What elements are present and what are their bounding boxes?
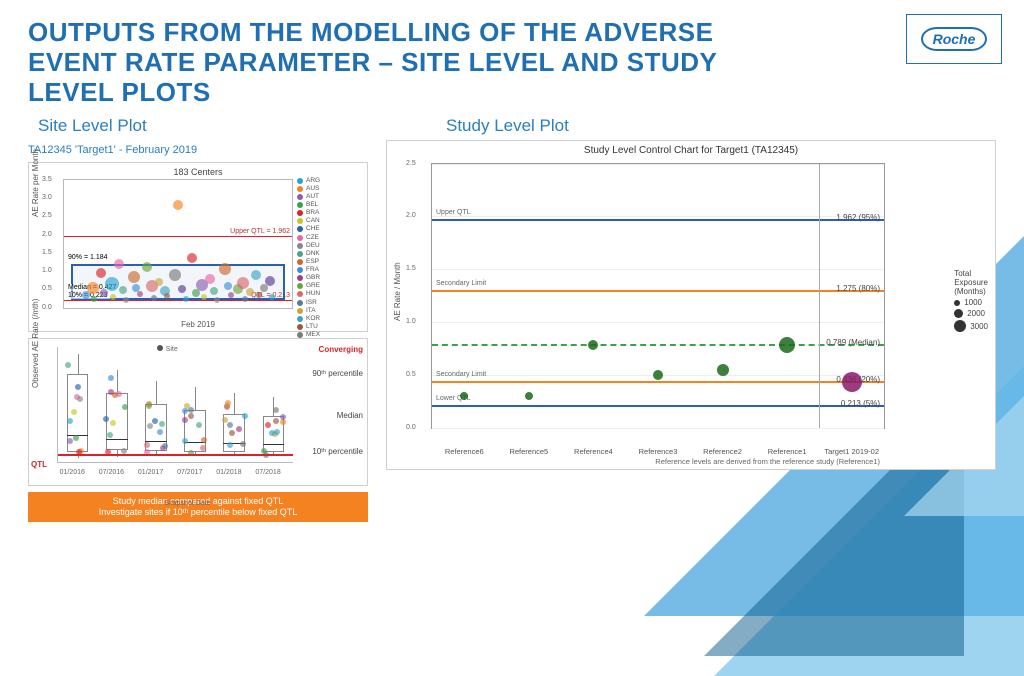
median-label: Median — [337, 411, 363, 420]
site-point — [91, 296, 97, 302]
x-category: Reference1 — [757, 447, 817, 456]
line-label: Upper QTL — [436, 209, 471, 216]
page-title: OUTPUTS FROM THE MODELLING OF THE ADVERS… — [28, 18, 808, 108]
line-label: Secondary Limit — [436, 280, 486, 287]
line-value: 0.789 (Median) — [826, 338, 880, 347]
site-point — [110, 294, 116, 300]
legend-item: GRE — [297, 282, 365, 290]
site-scatter-chart: 183 Centers AE Rate per Month Upper QTL … — [28, 162, 368, 332]
site-level-heading: Site Level Plot — [38, 116, 368, 136]
site-point — [183, 296, 189, 302]
legend-item: DEU — [297, 242, 365, 250]
site-point — [169, 269, 181, 281]
y-axis-label: AE Rate per Month — [31, 149, 40, 217]
orange-note: Study median compared against fixed QTL … — [28, 492, 368, 523]
site-point — [105, 277, 119, 291]
site-legend: Site — [157, 345, 178, 353]
line-value: 1.962 (95%) — [836, 213, 880, 222]
legend-item: CHE — [297, 225, 365, 233]
center-count: 183 Centers — [173, 167, 222, 177]
site-point — [114, 259, 124, 269]
legend-item: CAN — [297, 217, 365, 225]
site-point — [173, 200, 183, 210]
y-axis-label: Observed AE Rate (/mth) — [31, 298, 40, 387]
study-chart-title: Study Level Control Chart for Target1 (T… — [584, 145, 798, 156]
site-point — [242, 296, 248, 302]
x-category: Reference3 — [628, 447, 688, 456]
legend-item: FRA — [297, 266, 365, 274]
qtl-axis-label: QTL — [31, 460, 47, 469]
size-legend: Total Exposure (Months)100020003000 — [954, 269, 988, 332]
site-point — [137, 291, 143, 297]
x-category: Reference6 — [434, 447, 494, 456]
legend-item: HUN — [297, 290, 365, 298]
country-legend: ARGAUSAUTBELBRACANCHECZEDEUDNKESPFRAGBRG… — [297, 177, 365, 348]
x-category: Target1 2019-02 — [822, 447, 882, 456]
site-point — [119, 286, 127, 294]
converging-label: Converging — [319, 345, 363, 354]
line-value: 1.275 (80%) — [836, 284, 880, 293]
study-control-chart: Study Level Control Chart for Target1 (T… — [386, 140, 996, 470]
study-point — [525, 392, 533, 400]
x-axis-label: Feb 2019 — [181, 320, 215, 329]
study-point — [653, 370, 663, 380]
legend-item: DNK — [297, 250, 365, 258]
site-point — [123, 297, 129, 303]
logo-text: Roche — [921, 27, 988, 51]
legend-item: ISR — [297, 299, 365, 307]
site-point — [256, 292, 262, 298]
footnote: Reference levels are derived from the re… — [655, 457, 880, 466]
line-value: 0.213 (5%) — [841, 399, 880, 408]
x-category: Reference2 — [693, 447, 753, 456]
legend-item: BEL — [297, 201, 365, 209]
orange-note-l2: Investigate sites if 10ᵗʰ percentile bel… — [34, 507, 362, 518]
line-label: Secondary Limit — [436, 371, 486, 378]
site-point — [228, 292, 234, 298]
legend-item: ARG — [297, 177, 365, 185]
site-point — [142, 262, 152, 272]
qtl-label: Upper QTL = 1.962 — [230, 228, 290, 235]
boxplot-chart: Observed AE Rate (/mth) 01/201607/201601… — [28, 338, 368, 486]
study-point — [588, 340, 598, 350]
legend-item: ITA — [297, 307, 365, 315]
study-point — [779, 337, 795, 353]
site-point — [187, 253, 197, 263]
site-point — [178, 285, 186, 293]
legend-item: GBR — [297, 274, 365, 282]
site-point — [214, 297, 220, 303]
p90-label: 90ᵗʰ percentile — [312, 369, 363, 378]
site-point — [237, 277, 249, 289]
legend-item: KOR — [297, 315, 365, 323]
legend-item: CZE — [297, 234, 365, 242]
legend-item: ESP — [297, 258, 365, 266]
site-point — [151, 295, 157, 301]
study-point — [717, 364, 729, 376]
y-axis-label: AE Rate / Month — [393, 262, 402, 321]
legend-item: AUS — [297, 185, 365, 193]
legend-item: AUT — [297, 193, 365, 201]
site-point — [210, 287, 218, 295]
study-level-heading: Study Level Plot — [446, 116, 996, 136]
site-point — [265, 276, 275, 286]
site-point — [87, 282, 99, 294]
stat-label: 90% = 1.184 — [66, 254, 110, 261]
site-point — [128, 271, 140, 283]
p10-label: 10ᵗʰ percentile — [312, 447, 363, 456]
legend-item: BRA — [297, 209, 365, 217]
site-point — [96, 268, 106, 278]
site-point — [201, 294, 207, 300]
site-point — [164, 293, 170, 299]
legend-item: LTU — [297, 323, 365, 331]
site-level-subtitle: TA12345 'Target1' - February 2019 — [28, 144, 368, 156]
study-point — [842, 372, 862, 392]
logo: Roche — [906, 14, 1002, 64]
x-category: Reference4 — [563, 447, 623, 456]
x-category: Reference5 — [499, 447, 559, 456]
